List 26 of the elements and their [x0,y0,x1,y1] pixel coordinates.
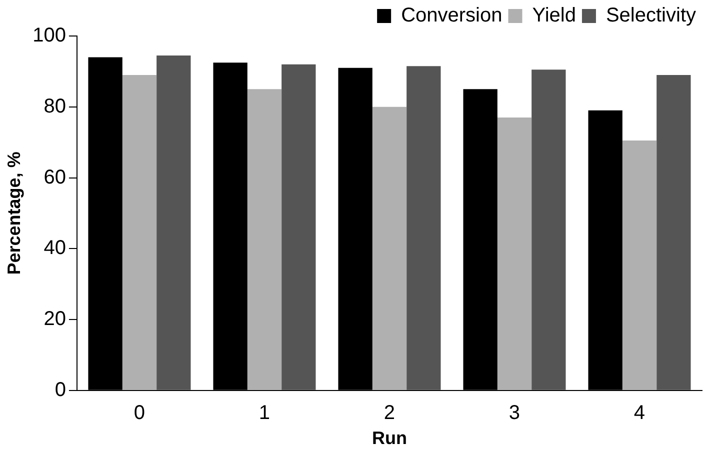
legend-label: Selectivity [606,4,696,27]
bar [156,55,191,390]
bar [406,66,441,390]
x-tick-label: 1 [258,402,270,424]
legend-label: Yield [532,4,576,27]
x-tick-label: 3 [508,402,520,424]
bar [282,64,316,390]
bar [122,74,157,390]
bar [247,89,282,390]
x-tick-label: 0 [134,402,146,424]
bar [497,118,532,390]
bar [532,70,566,390]
bar [622,140,657,390]
y-tick-label: 0 [54,378,66,401]
x-tick-label: 4 [634,402,646,424]
bar [372,106,407,390]
y-tick-label: 40 [44,237,66,260]
y-tick-label: 20 [44,308,66,330]
y-tick-label: 100 [32,24,66,47]
y-axis-title: Percentage, % [4,152,24,275]
x-axis-title: Run [372,428,407,448]
legend-label: Conversion [401,4,502,27]
y-tick-label: 80 [44,95,66,118]
bar [656,74,691,390]
y-tick-label: 60 [44,166,66,188]
x-tick-label: 2 [384,402,396,424]
